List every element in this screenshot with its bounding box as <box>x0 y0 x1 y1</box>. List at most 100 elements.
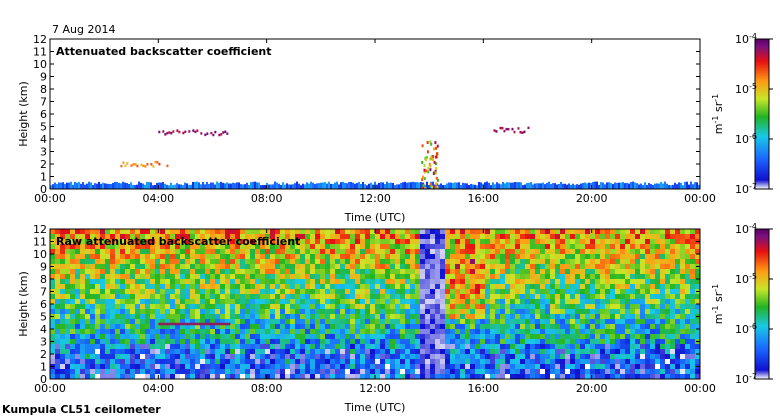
backscatter-cell <box>655 289 660 294</box>
backscatter-cell <box>100 354 105 359</box>
backscatter-cell <box>105 294 110 299</box>
backscatter-cell <box>355 344 360 349</box>
backscatter-cell <box>275 309 280 314</box>
backscatter-cell <box>410 304 415 309</box>
backscatter-cell <box>365 309 370 314</box>
backscatter-cell <box>500 184 502 189</box>
backscatter-cell <box>208 322 211 326</box>
backscatter-cell <box>555 279 560 284</box>
backscatter-cell <box>500 329 505 334</box>
backscatter-cell <box>325 244 330 249</box>
backscatter-cell <box>365 234 370 239</box>
backscatter-cell <box>535 374 540 379</box>
backscatter-cell <box>145 299 150 304</box>
backscatter-cell <box>534 183 536 189</box>
backscatter-cell <box>620 249 625 254</box>
backscatter-cell <box>415 364 420 369</box>
backscatter-cell <box>565 339 570 344</box>
backscatter-cell <box>645 269 650 274</box>
backscatter-cell <box>310 314 315 319</box>
backscatter-cell <box>355 274 360 279</box>
backscatter-cell <box>375 374 380 379</box>
backscatter-cell <box>430 364 435 369</box>
backscatter-cell <box>590 239 595 244</box>
backscatter-cell <box>610 344 615 349</box>
backscatter-cell <box>250 374 255 379</box>
backscatter-cell <box>540 254 545 259</box>
backscatter-cell <box>500 309 505 314</box>
backscatter-cell <box>395 309 400 314</box>
backscatter-cell <box>210 279 215 284</box>
colorbar-ticks-2: 10-710-610-510-4 <box>735 222 773 386</box>
backscatter-cell <box>365 374 370 379</box>
backscatter-cell <box>460 239 465 244</box>
x-tick-label: 12:00 <box>359 192 391 205</box>
backscatter-cell <box>60 239 65 244</box>
backscatter-cell <box>175 304 180 309</box>
backscatter-cell <box>350 359 355 364</box>
backscatter-cell <box>485 229 490 234</box>
backscatter-cell <box>175 324 180 329</box>
panel-title-2: Raw attenuated backscatter coefficient <box>56 235 300 248</box>
backscatter-cell <box>460 289 465 294</box>
backscatter-cell <box>345 229 350 234</box>
backscatter-cell <box>105 229 110 234</box>
backscatter-cell <box>50 354 55 359</box>
backscatter-cell <box>185 279 190 284</box>
backscatter-cell <box>540 289 545 294</box>
backscatter-cell <box>560 364 565 369</box>
backscatter-cell <box>645 279 650 284</box>
backscatter-cell <box>135 319 140 324</box>
backscatter-cell <box>525 254 530 259</box>
backscatter-cell <box>260 359 265 364</box>
backscatter-cell <box>325 289 330 294</box>
backscatter-cell <box>565 299 570 304</box>
backscatter-cell <box>340 364 345 369</box>
backscatter-cell <box>275 374 280 379</box>
backscatter-cell <box>75 369 80 374</box>
backscatter-cell <box>135 339 140 344</box>
backscatter-cell <box>190 239 195 244</box>
backscatter-cell <box>245 364 250 369</box>
backscatter-cell <box>690 239 695 244</box>
backscatter-cell <box>680 314 685 319</box>
backscatter-cell <box>92 185 94 189</box>
backscatter-cell <box>527 126 530 130</box>
backscatter-cell <box>430 244 435 249</box>
backscatter-cell <box>640 249 645 254</box>
backscatter-cell <box>445 354 450 359</box>
backscatter-cell <box>472 184 474 189</box>
backscatter-cell <box>470 334 475 339</box>
backscatter-cell <box>685 299 690 304</box>
backscatter-cell <box>160 364 165 369</box>
backscatter-cell <box>260 329 265 334</box>
backscatter-cell <box>495 289 500 294</box>
backscatter-cell <box>185 249 190 254</box>
backscatter-cell <box>230 299 235 304</box>
backscatter-cell <box>260 264 265 269</box>
backscatter-cell <box>60 329 65 334</box>
backscatter-cell <box>120 374 125 379</box>
backscatter-cell <box>630 329 635 334</box>
backscatter-cell <box>145 254 150 259</box>
backscatter-cell <box>140 279 145 284</box>
backscatter-cell <box>660 309 665 314</box>
backscatter-cell <box>423 168 426 172</box>
backscatter-cell <box>520 279 525 284</box>
backscatter-cell <box>510 349 515 354</box>
backscatter-cell <box>480 259 485 264</box>
backscatter-cell <box>400 254 405 259</box>
backscatter-cell <box>345 289 350 294</box>
backscatter-cell <box>645 359 650 364</box>
backscatter-cell <box>175 364 180 369</box>
backscatter-cell <box>160 294 165 299</box>
backscatter-cell <box>240 229 245 234</box>
backscatter-cell <box>565 284 570 289</box>
backscatter-cell <box>415 319 420 324</box>
backscatter-cell <box>160 279 165 284</box>
backscatter-cell <box>540 234 545 239</box>
backscatter-cell <box>110 279 115 284</box>
backscatter-cell <box>205 309 210 314</box>
backscatter-cell <box>202 322 205 326</box>
backscatter-cell <box>445 324 450 329</box>
